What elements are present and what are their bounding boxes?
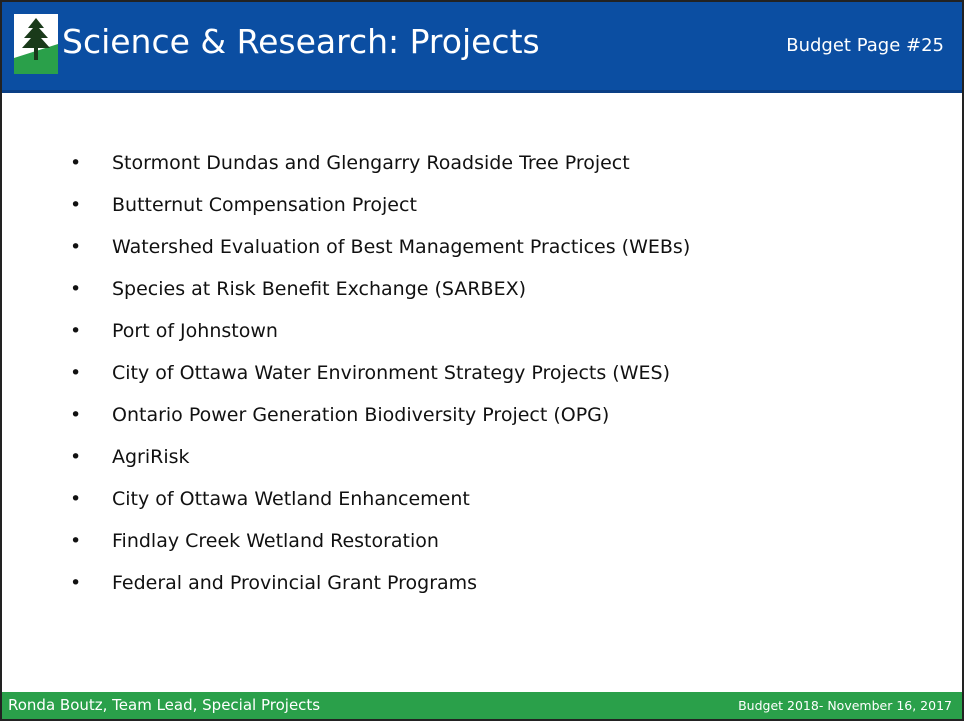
list-item: Findlay Creek Wetland Restoration [70,526,690,568]
list-item: City of Ottawa Water Environment Strateg… [70,358,690,400]
list-item: Stormont Dundas and Glengarry Roadside T… [70,148,690,190]
list-item: Species at Risk Benefit Exchange (SARBEX… [70,274,690,316]
footer-left: Ronda Boutz, Team Lead, Special Projects [8,696,321,714]
list-item: Federal and Provincial Grant Programs [70,568,690,610]
footer: Ronda Boutz, Team Lead, Special Projects… [2,692,962,719]
list-item: City of Ottawa Wetland Enhancement [70,484,690,526]
logo [14,14,58,74]
page-ref: Budget Page #25 [786,35,944,56]
list-item: Watershed Evaluation of Best Management … [70,232,690,274]
footer-right: Budget 2018- November 16, 2017 [738,698,952,713]
list-item: Port of Johnstown [70,316,690,358]
project-list: Stormont Dundas and Glengarry Roadside T… [70,148,690,610]
header: Science & Research: Projects Budget Page… [2,2,962,93]
list-item: AgriRisk [70,442,690,484]
list-item: Butternut Compensation Project [70,190,690,232]
list-item: Ontario Power Generation Biodiversity Pr… [70,400,690,442]
title: Science & Research: Projects [62,22,540,61]
